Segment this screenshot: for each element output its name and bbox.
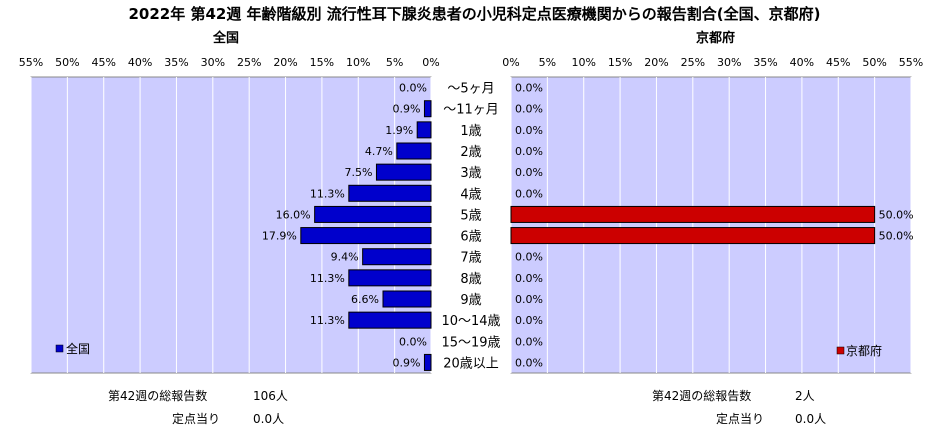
bar-kyoto [510,227,876,245]
data-label-kyoto: 0.0% [515,124,543,137]
right-tick-label: 25% [681,56,705,69]
data-label-kyoto: 0.0% [515,293,543,306]
left-tick-label: 20% [273,56,297,69]
data-label-national: 11.3% [310,314,345,327]
right-panel-title: 京都府 [696,31,736,46]
data-label-kyoto: 0.0% [515,145,543,158]
right-tick-label: 55% [899,56,923,69]
left-tick-label: 45% [92,56,116,69]
right-tick-label: 30% [717,56,741,69]
data-label-kyoto: 50.0% [879,208,914,221]
bar-national [348,311,432,329]
category-label: 4歳 [460,187,481,202]
right-tick-label: 5% [539,56,556,69]
left-tick-label: 50% [55,56,79,69]
data-label-kyoto: 0.0% [515,356,543,369]
left-tick-label: 35% [164,56,188,69]
chart-title: 2022年 第42週 年齢階級別 流行性耳下腺炎患者の小児科定点医療機関からの報… [128,5,821,23]
bar-national [348,184,432,202]
legend-swatch-kyoto [836,346,845,355]
data-label-kyoto: 0.0% [515,103,543,116]
bar-national [423,100,432,118]
bar-national [375,163,432,181]
category-label: 2歳 [460,145,481,160]
data-label-national: 11.3% [310,272,345,285]
left-tick-label: 5% [386,56,403,69]
bar-national [362,248,432,266]
data-label-national: 11.3% [310,187,345,200]
bar-national [423,353,432,371]
data-label-national: 9.4% [331,251,359,264]
data-label-national: 0.9% [393,356,421,369]
data-label-national: 6.6% [351,293,379,306]
legend-label-kyoto: 京都府 [846,343,882,358]
left-tick-label: 40% [128,56,152,69]
left-tick-label: 15% [310,56,334,69]
data-label-national: 16.0% [276,208,311,221]
category-label: 3歳 [460,166,481,181]
left-tick-label: 55% [19,56,43,69]
bar-national [416,121,432,139]
right-per-label: 定点当り [716,412,765,426]
data-label-national: 4.7% [365,145,393,158]
data-label-kyoto: 0.0% [515,251,543,264]
data-label-national: 17.9% [262,230,297,243]
bar-national [300,227,432,245]
legend-swatch-national [55,344,64,353]
data-label-national: 0.0% [399,335,427,348]
data-label-national: 7.5% [345,166,373,179]
category-label: 5歳 [460,208,481,223]
category-label: 9歳 [460,293,481,308]
right-total-value: 2人 [795,389,815,403]
data-label-kyoto: 50.0% [879,230,914,243]
category-label: 6歳 [460,230,481,245]
data-label-national: 1.9% [385,124,413,137]
data-label-kyoto: 0.0% [515,272,543,285]
left-tick-label: 25% [237,56,261,69]
data-label-kyoto: 0.0% [515,335,543,348]
bar-national [314,205,432,223]
left-per-value: 0.0人 [253,412,285,426]
right-tick-label: 15% [608,56,632,69]
category-label: ～11ヶ月 [443,103,499,118]
right-tick-label: 45% [826,56,850,69]
legend-label-national: 全国 [66,341,90,356]
data-label-national: 0.0% [399,82,427,95]
left-total-value: 106人 [253,389,288,403]
data-label-kyoto: 0.0% [515,166,543,179]
left-per-label: 定点当り [172,412,221,426]
category-label: 7歳 [460,251,481,266]
right-tick-label: 20% [644,56,668,69]
bar-national [396,142,432,160]
right-tick-label: 35% [753,56,777,69]
bar-national [382,290,432,308]
category-label: ～5ヶ月 [447,82,494,97]
right-plot-area [510,76,912,374]
right-tick-label: 0% [502,56,519,69]
right-tick-label: 40% [790,56,814,69]
left-tick-label: 0% [422,56,439,69]
category-label: 8歳 [460,272,481,287]
right-total-label: 第42週の総報告数 [652,389,752,403]
left-tick-label: 30% [201,56,225,69]
left-panel-title: 全国 [213,31,240,46]
category-label: 1歳 [460,124,481,139]
right-per-value: 0.0人 [795,412,827,426]
left-tick-label: 10% [346,56,370,69]
data-label-kyoto: 0.0% [515,82,543,95]
right-tick-label: 10% [572,56,596,69]
category-label: 20歳以上 [443,356,499,371]
category-label: 10～14歳 [441,314,500,329]
right-tick-label: 50% [862,56,886,69]
data-label-kyoto: 0.0% [515,187,543,200]
data-label-national: 0.9% [393,103,421,116]
bar-kyoto [510,205,876,223]
bar-national [348,269,432,287]
data-label-kyoto: 0.0% [515,314,543,327]
category-label: 15～19歳 [441,335,500,350]
left-total-label: 第42週の総報告数 [108,389,208,403]
